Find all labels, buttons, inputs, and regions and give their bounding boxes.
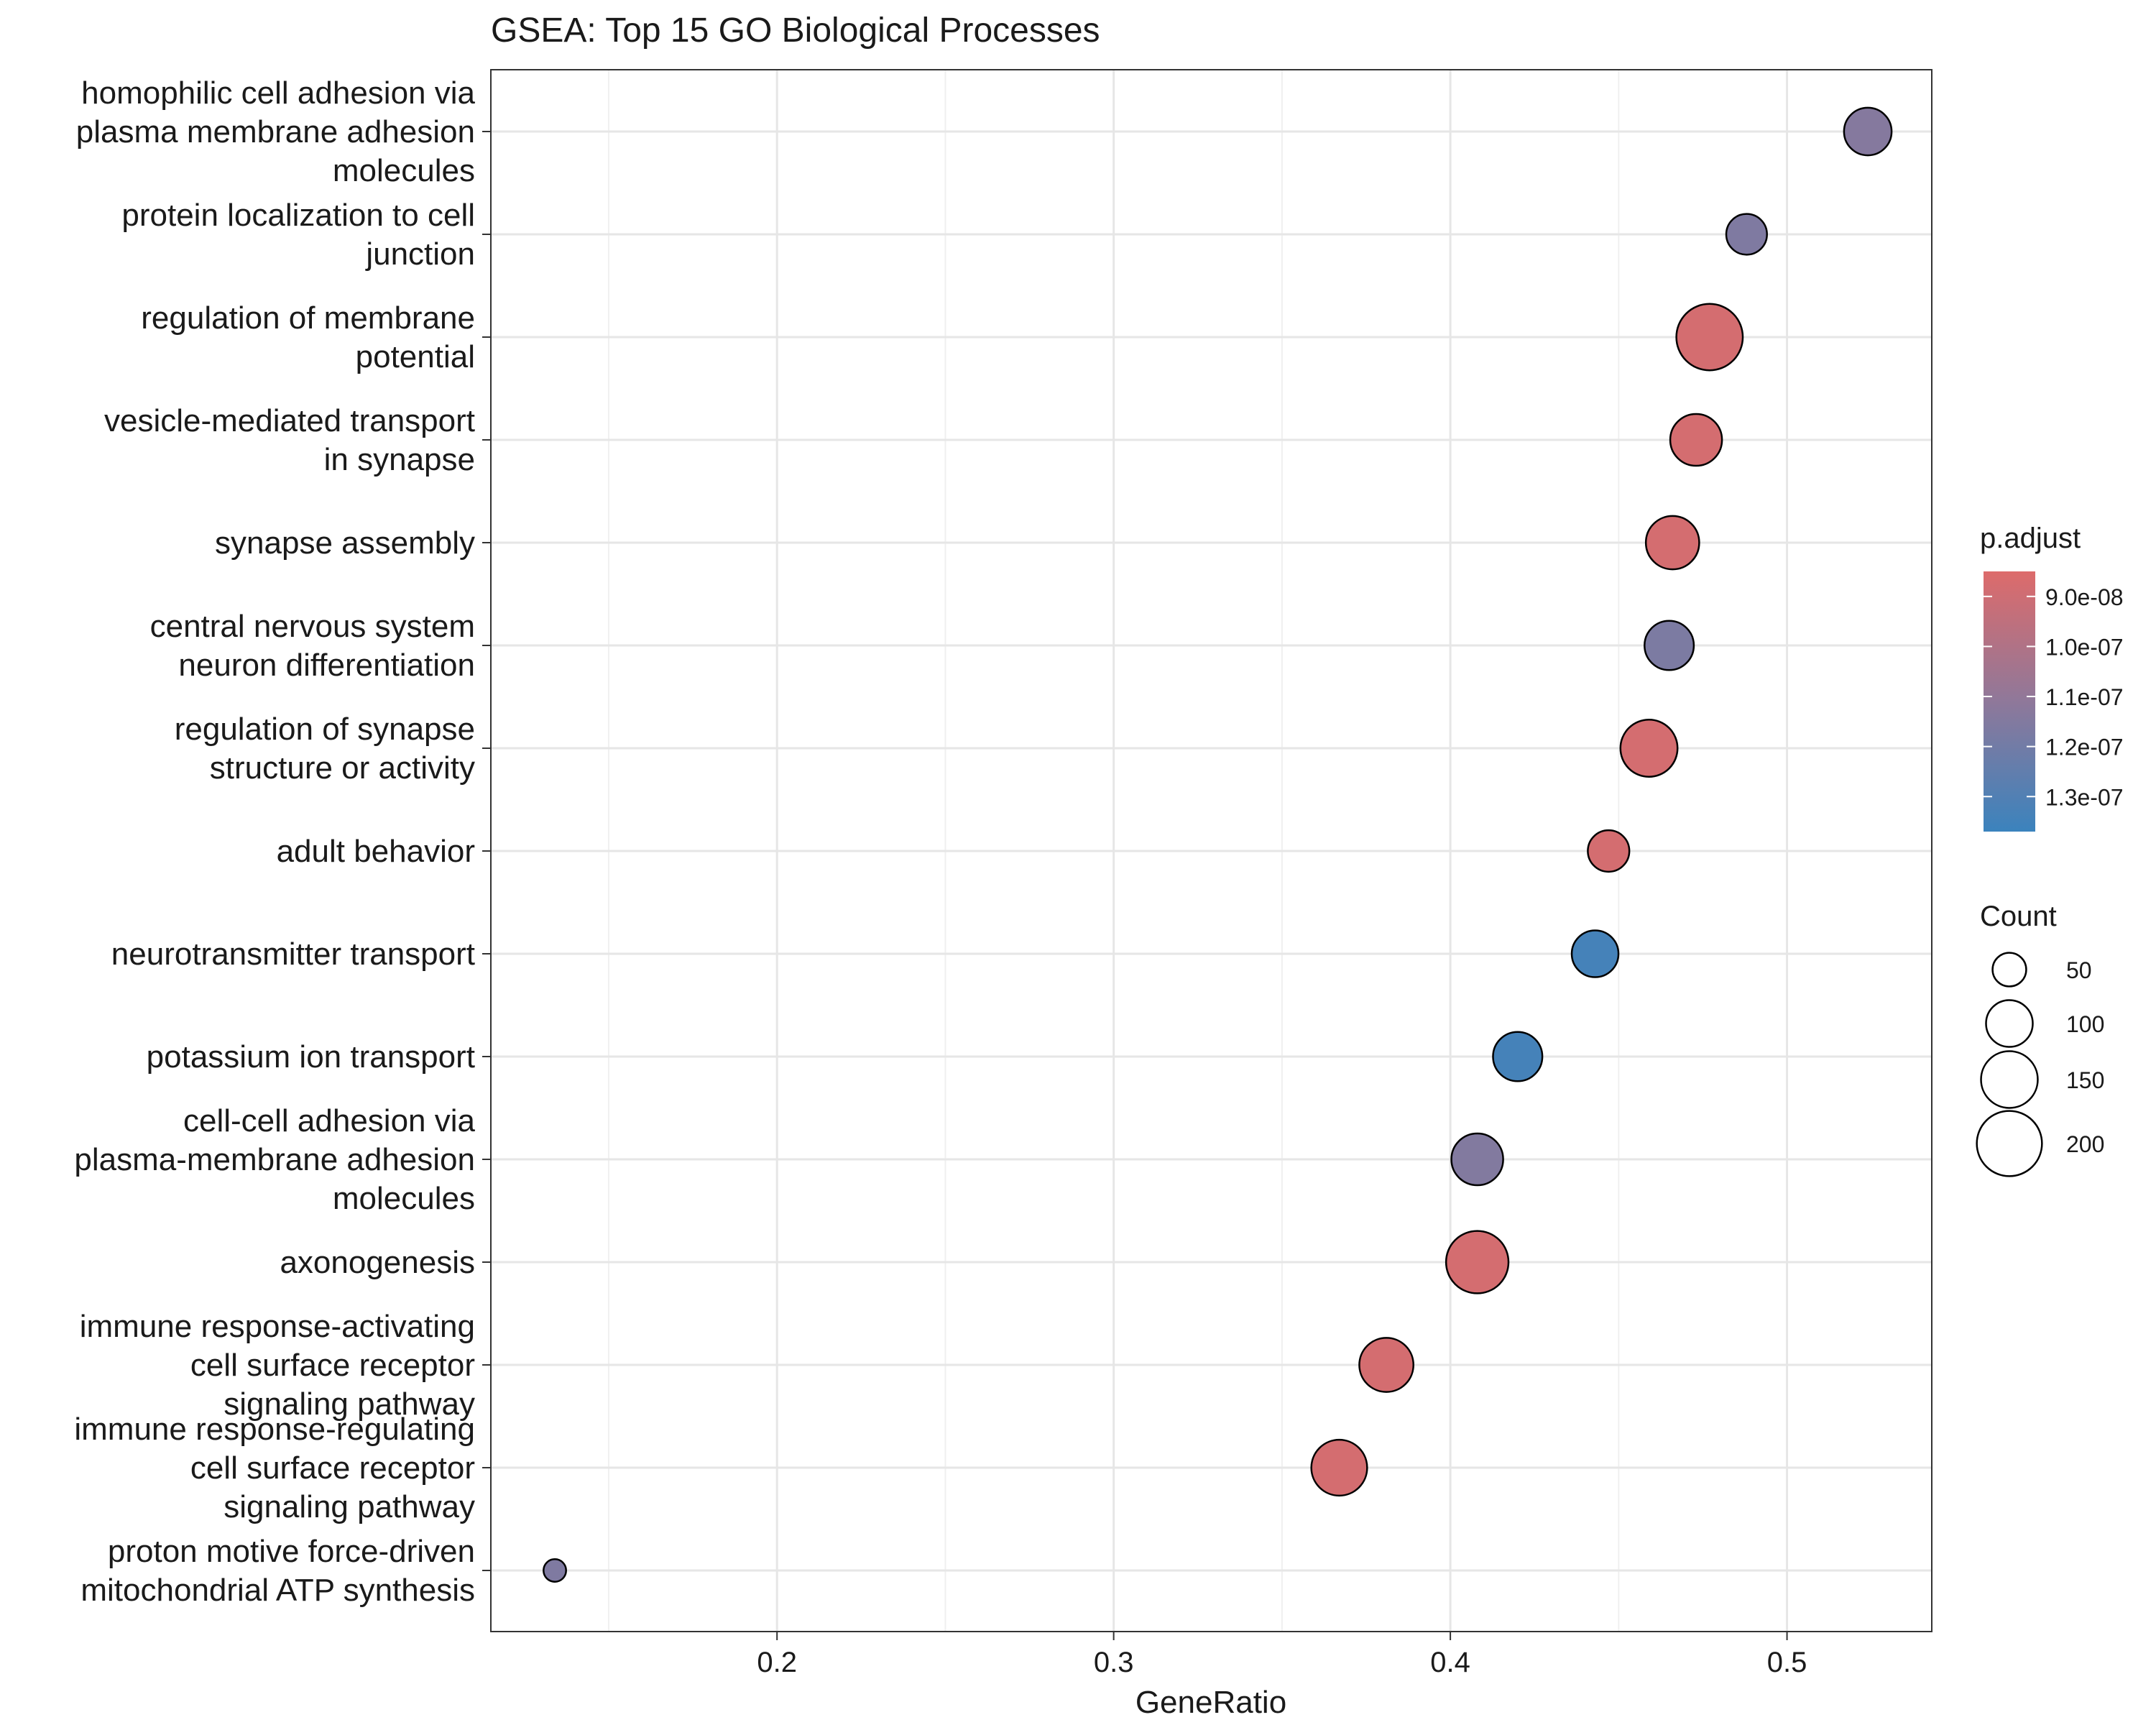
color-legend-tick-label: 1.2e-07 bbox=[2045, 735, 2124, 760]
chart-title: GSEA: Top 15 GO Biological Processes bbox=[491, 12, 1100, 50]
size-legend-label: 150 bbox=[2066, 1067, 2104, 1093]
y-tick-label: immune response-activating cell surface r… bbox=[80, 1309, 475, 1422]
data-point bbox=[1619, 719, 1679, 778]
data-point bbox=[1644, 620, 1695, 671]
data-point bbox=[1310, 1438, 1368, 1497]
y-tick-label: vesicle-mediated transport in synapse bbox=[104, 403, 475, 477]
x-tick-label: 0.2 bbox=[757, 1647, 797, 1678]
color-legend-tick-label: 1.3e-07 bbox=[2045, 784, 2124, 810]
color-legend-ticks: 9.0e-08 1.0e-07 1.1e-07 1.2e-07 1.3e-07 bbox=[1984, 584, 2124, 810]
size-legend-label: 200 bbox=[2066, 1131, 2104, 1157]
size-legend-label: 50 bbox=[2066, 957, 2092, 983]
y-tick-label: proton motive force-driven mitochondrial … bbox=[80, 1534, 475, 1608]
y-tick-label: homophilic cell adhesion via plasma membr… bbox=[76, 75, 476, 188]
y-tick-label: synapse assembly bbox=[215, 525, 475, 561]
size-legend-circle bbox=[1980, 1050, 2039, 1109]
size-legend-circle bbox=[1991, 952, 2027, 988]
y-tick-label: adult behavior bbox=[277, 834, 475, 869]
y-tick-label: protein localization to cell junction bbox=[121, 198, 475, 272]
y-tick-label: axonogenesis bbox=[280, 1245, 475, 1280]
color-legend-title: p.adjust bbox=[1980, 523, 2081, 554]
axis-layer: 0.2 0.3 0.4 0.5 homophilic cell adhesion via… bbox=[74, 75, 1807, 1678]
data-point bbox=[1358, 1337, 1415, 1393]
data-point bbox=[1725, 213, 1768, 256]
color-legend-tick-label: 1.1e-07 bbox=[2045, 684, 2124, 710]
x-tick-label: 0.3 bbox=[1094, 1647, 1134, 1678]
data-point bbox=[1570, 929, 1620, 978]
data-point bbox=[1644, 515, 1700, 571]
y-tick-label: potassium ion transport bbox=[147, 1039, 475, 1075]
data-point bbox=[543, 1558, 567, 1583]
y-tick-label: immune response-regulating cell surface r… bbox=[74, 1412, 475, 1524]
y-tick-label: neurotransmitter transport bbox=[111, 937, 475, 972]
data-point bbox=[1450, 1132, 1504, 1187]
color-legend-tick-label: 9.0e-08 bbox=[2045, 584, 2124, 610]
x-tick-label: 0.4 bbox=[1430, 1647, 1470, 1678]
legend-layer: p.adjust 9.0e-08 1.0e-07 1.1e-07 1.2e-07 1.3… bbox=[1976, 523, 2124, 1177]
size-legend-label: 100 bbox=[2066, 1011, 2104, 1037]
data-point bbox=[1669, 413, 1723, 467]
size-legend-items: 50 100 150 200 bbox=[1976, 952, 2104, 1177]
x-tick-label: 0.5 bbox=[1767, 1647, 1807, 1678]
data-point bbox=[1675, 303, 1744, 372]
size-legend-title: Count bbox=[1980, 901, 2057, 932]
y-tick-label: regulation of membrane potential bbox=[141, 300, 475, 374]
data-point bbox=[1843, 106, 1893, 157]
points-layer bbox=[543, 106, 1893, 1583]
y-tick-label: central nervous system neuron differentia… bbox=[150, 609, 475, 683]
color-legend-tick-label: 1.0e-07 bbox=[2045, 634, 2124, 660]
size-legend-circle bbox=[1985, 999, 2034, 1048]
y-tick-label: regulation of synapse structure or activi… bbox=[175, 712, 475, 786]
y-tick-label: cell-cell adhesion via plasma-membrane ad… bbox=[74, 1103, 475, 1216]
color-legend-bar bbox=[1984, 571, 2035, 832]
data-point bbox=[1445, 1230, 1510, 1294]
data-point bbox=[1492, 1031, 1544, 1082]
size-legend-circle bbox=[1976, 1110, 2043, 1177]
x-axis-title: GeneRatio bbox=[1135, 1685, 1286, 1720]
data-point bbox=[1587, 829, 1631, 873]
